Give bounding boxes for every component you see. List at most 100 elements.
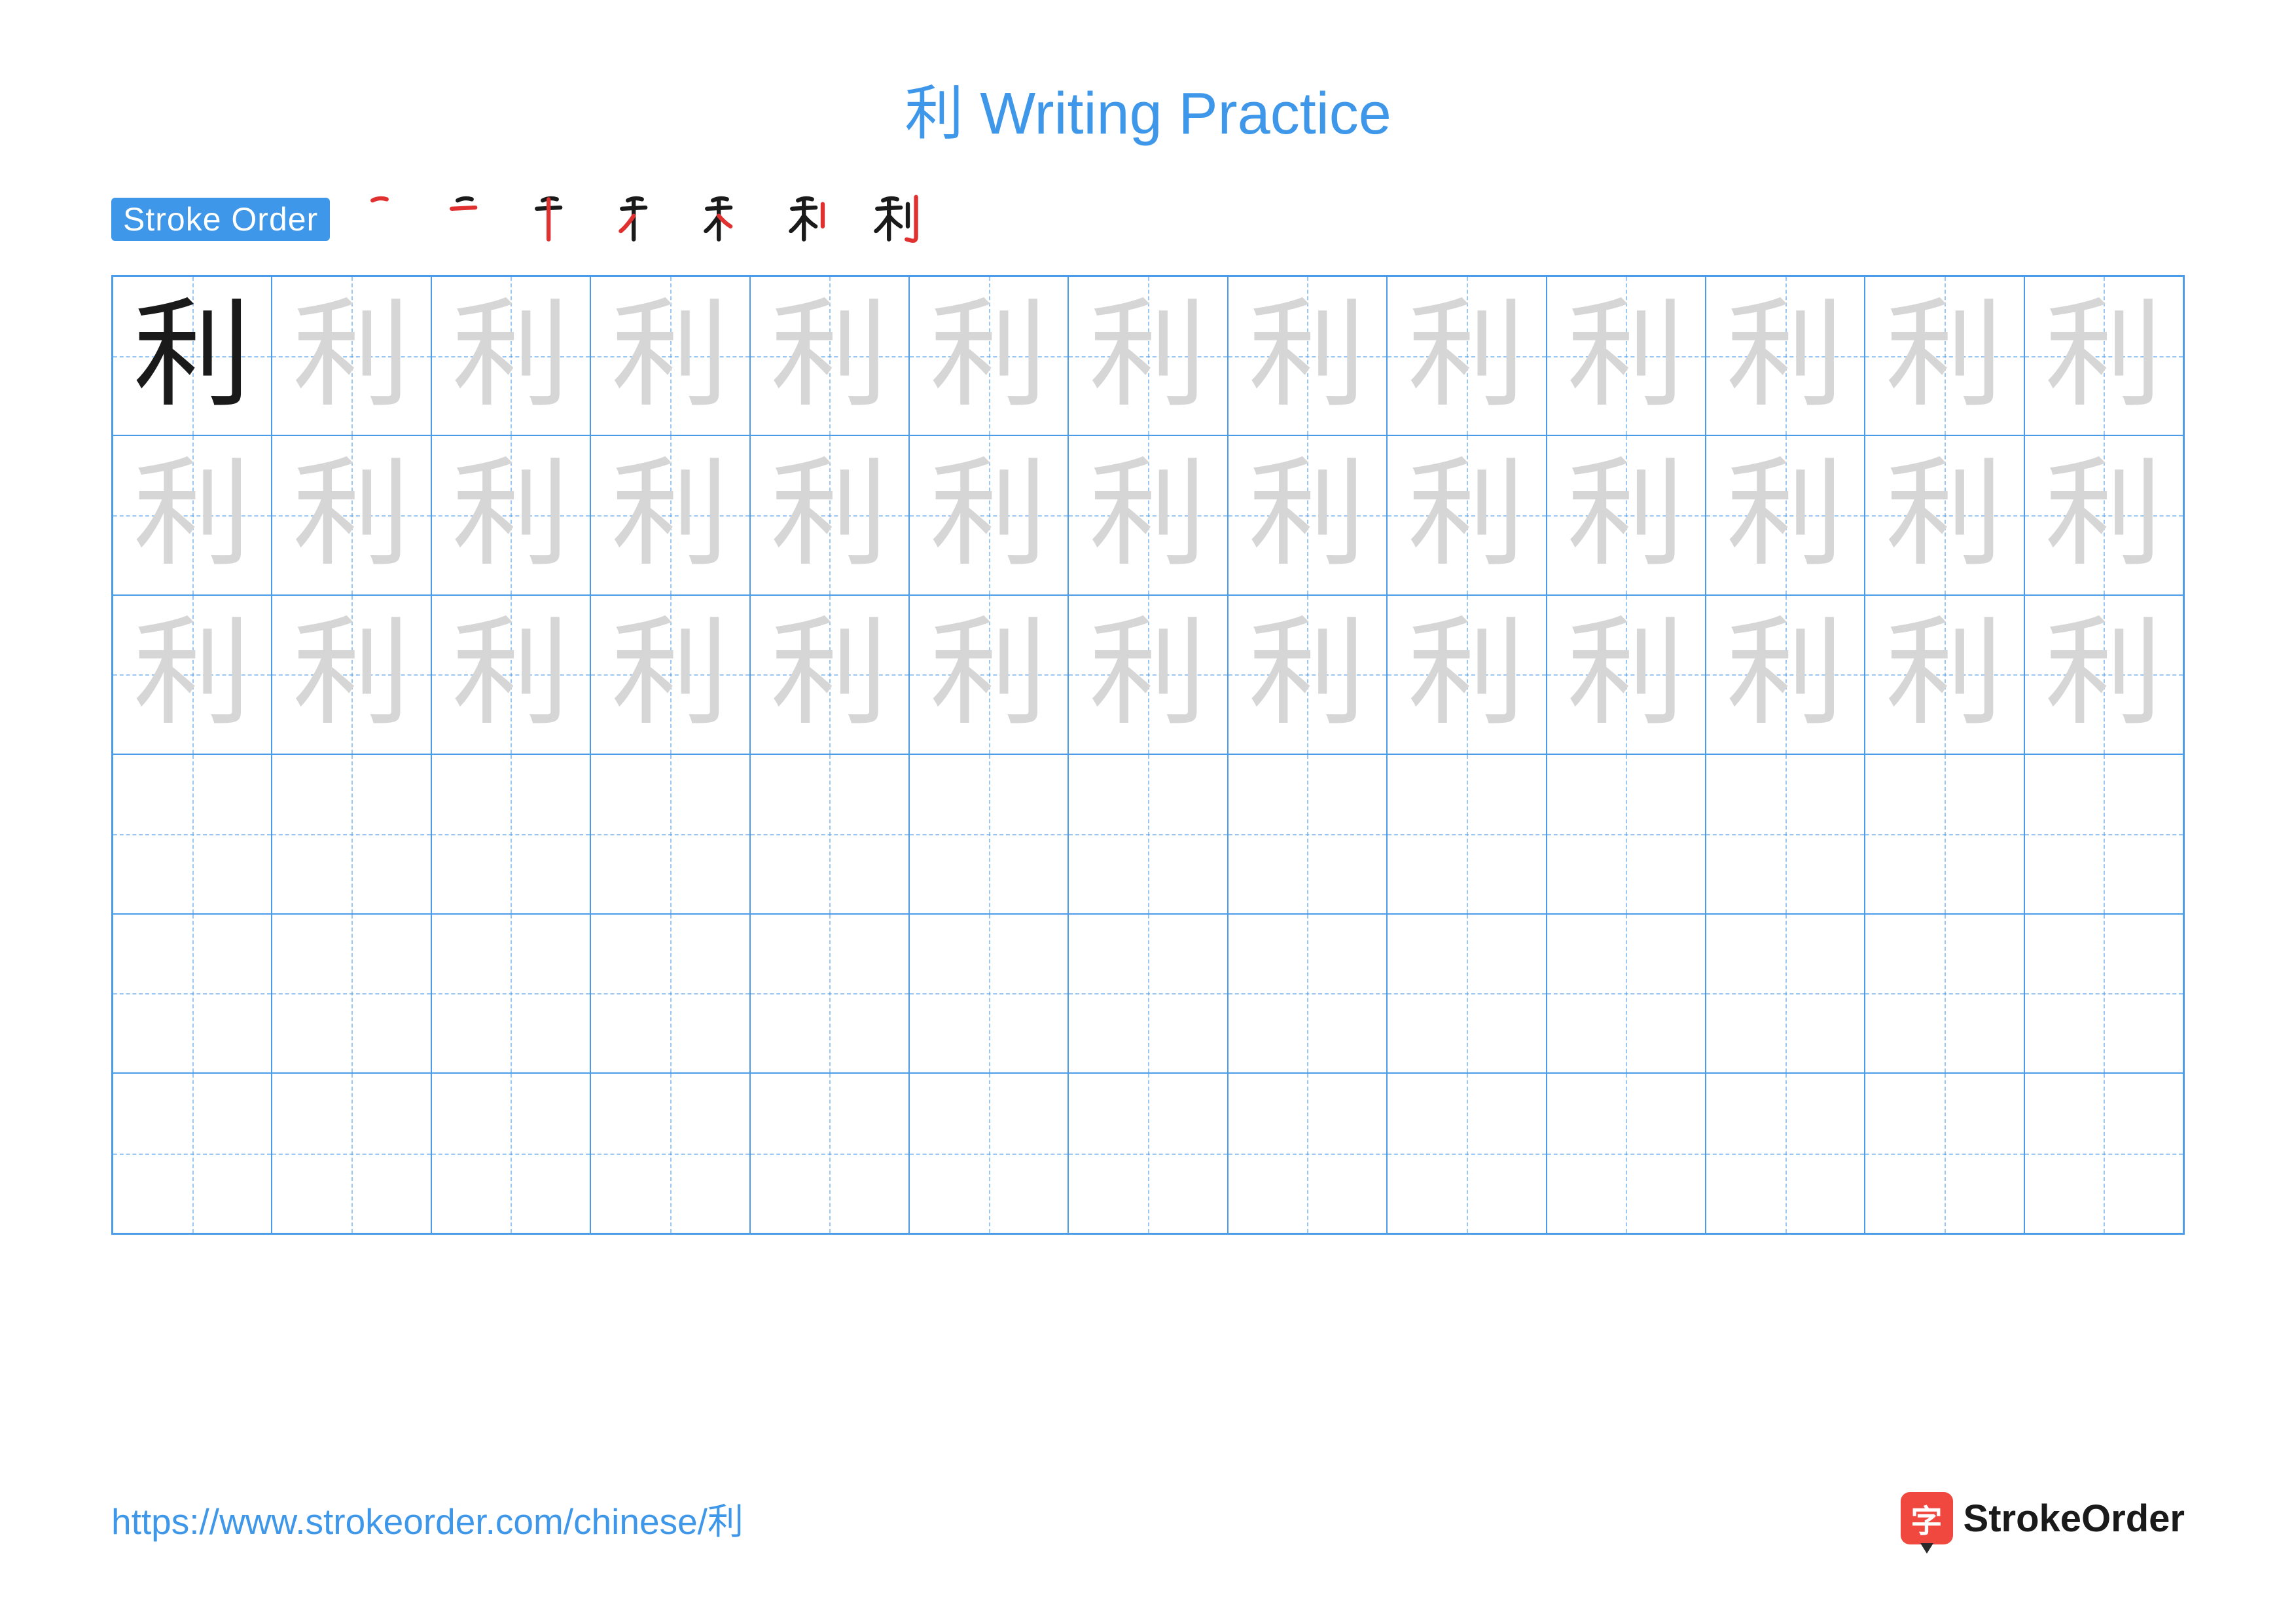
practice-cell xyxy=(1706,915,1865,1074)
stroke-step-6 xyxy=(781,190,840,249)
practice-cell: 利 xyxy=(1229,436,1388,595)
practice-cell: 利 xyxy=(272,277,431,436)
practice-cell: 利 xyxy=(591,596,750,755)
practice-cell xyxy=(1069,915,1228,1074)
practice-cell: 利 xyxy=(1388,277,1547,436)
practice-cell: 利 xyxy=(1547,436,1706,595)
practice-character: 利 xyxy=(1089,456,1207,574)
practice-cell xyxy=(1706,1074,1865,1233)
practice-cell: 利 xyxy=(272,436,431,595)
practice-character: 利 xyxy=(1248,297,1366,415)
practice-cell xyxy=(272,755,431,914)
practice-character: 利 xyxy=(134,456,251,574)
practice-character: 利 xyxy=(930,456,1048,574)
stroke-step-3 xyxy=(526,190,585,249)
practice-grid: 利利利利利利利利利利利利利利利利利利利利利利利利利利利利利利利利利利利利利利利 xyxy=(111,275,2185,1235)
practice-character: 利 xyxy=(1567,615,1685,733)
practice-cell xyxy=(1229,1074,1388,1233)
practice-cell xyxy=(113,755,272,914)
practice-character: 利 xyxy=(1727,297,1844,415)
practice-cell xyxy=(1229,755,1388,914)
practice-cell xyxy=(751,755,910,914)
practice-cell xyxy=(1388,915,1547,1074)
practice-cell: 利 xyxy=(910,596,1069,755)
practice-cell xyxy=(910,1074,1069,1233)
practice-cell xyxy=(1865,1074,2024,1233)
practice-cell: 利 xyxy=(1865,436,2024,595)
practice-cell: 利 xyxy=(1547,277,1706,436)
practice-character: 利 xyxy=(1727,615,1844,733)
practice-character: 利 xyxy=(611,615,729,733)
practice-cell: 利 xyxy=(1865,596,2024,755)
practice-cell xyxy=(1069,755,1228,914)
practice-cell: 利 xyxy=(1069,436,1228,595)
practice-cell: 利 xyxy=(1229,596,1388,755)
practice-cell xyxy=(1229,915,1388,1074)
practice-cell xyxy=(432,915,591,1074)
practice-cell xyxy=(751,1074,910,1233)
stroke-order-badge: Stroke Order xyxy=(111,198,330,241)
practice-character: 利 xyxy=(2045,456,2162,574)
practice-character: 利 xyxy=(1886,615,2003,733)
practice-cell xyxy=(2025,1074,2183,1233)
practice-cell: 利 xyxy=(1388,436,1547,595)
practice-character: 利 xyxy=(1567,297,1685,415)
practice-cell: 利 xyxy=(1547,596,1706,755)
practice-character: 利 xyxy=(770,456,888,574)
practice-cell: 利 xyxy=(1706,436,1865,595)
practice-cell xyxy=(751,915,910,1074)
practice-cell xyxy=(591,755,750,914)
practice-cell: 利 xyxy=(1388,596,1547,755)
practice-cell xyxy=(1388,1074,1547,1233)
logo-text: StrokeOrder xyxy=(1964,1497,2185,1541)
footer: https://www.strokeorder.com/chinese/利 字 … xyxy=(111,1492,2185,1544)
logo-badge-icon: 字 xyxy=(1901,1492,1953,1544)
practice-cell: 利 xyxy=(1865,277,2024,436)
practice-cell: 利 xyxy=(113,277,272,436)
practice-character: 利 xyxy=(293,456,410,574)
practice-character: 利 xyxy=(2045,615,2162,733)
practice-character: 利 xyxy=(293,615,410,733)
stroke-step-7 xyxy=(867,190,925,249)
practice-cell xyxy=(591,1074,750,1233)
practice-cell xyxy=(2025,915,2183,1074)
practice-cell xyxy=(1547,755,1706,914)
practice-character: 利 xyxy=(1408,456,1526,574)
practice-character: 利 xyxy=(1567,456,1685,574)
practice-cell xyxy=(1388,755,1547,914)
practice-cell: 利 xyxy=(272,596,431,755)
stroke-order-row: Stroke Order xyxy=(111,190,2185,249)
practice-cell: 利 xyxy=(591,436,750,595)
stroke-steps-container xyxy=(356,190,925,249)
practice-character: 利 xyxy=(1248,615,1366,733)
page-title: 利 Writing Practice xyxy=(111,65,2185,151)
practice-character: 利 xyxy=(611,456,729,574)
practice-character: 利 xyxy=(611,297,729,415)
practice-character: 利 xyxy=(930,615,1048,733)
practice-cell: 利 xyxy=(113,436,272,595)
practice-cell xyxy=(1865,755,2024,914)
stroke-step-4 xyxy=(611,190,670,249)
practice-cell: 利 xyxy=(910,277,1069,436)
practice-cell: 利 xyxy=(2025,596,2183,755)
practice-character: 利 xyxy=(1886,456,2003,574)
practice-character: 利 xyxy=(1408,297,1526,415)
practice-cell: 利 xyxy=(1069,596,1228,755)
logo: 字 StrokeOrder xyxy=(1901,1492,2185,1544)
practice-character: 利 xyxy=(770,615,888,733)
practice-character: 利 xyxy=(452,297,569,415)
practice-cell xyxy=(432,755,591,914)
practice-cell xyxy=(1069,1074,1228,1233)
practice-cell xyxy=(910,915,1069,1074)
source-url-link[interactable]: https://www.strokeorder.com/chinese/利 xyxy=(111,1492,744,1544)
practice-cell: 利 xyxy=(1706,277,1865,436)
practice-cell: 利 xyxy=(2025,436,2183,595)
practice-cell: 利 xyxy=(1069,277,1228,436)
practice-character: 利 xyxy=(134,615,251,733)
practice-character: 利 xyxy=(293,297,410,415)
practice-cell xyxy=(1547,915,1706,1074)
practice-character: 利 xyxy=(770,297,888,415)
practice-character: 利 xyxy=(930,297,1048,415)
practice-cell: 利 xyxy=(113,596,272,755)
practice-cell xyxy=(272,1074,431,1233)
